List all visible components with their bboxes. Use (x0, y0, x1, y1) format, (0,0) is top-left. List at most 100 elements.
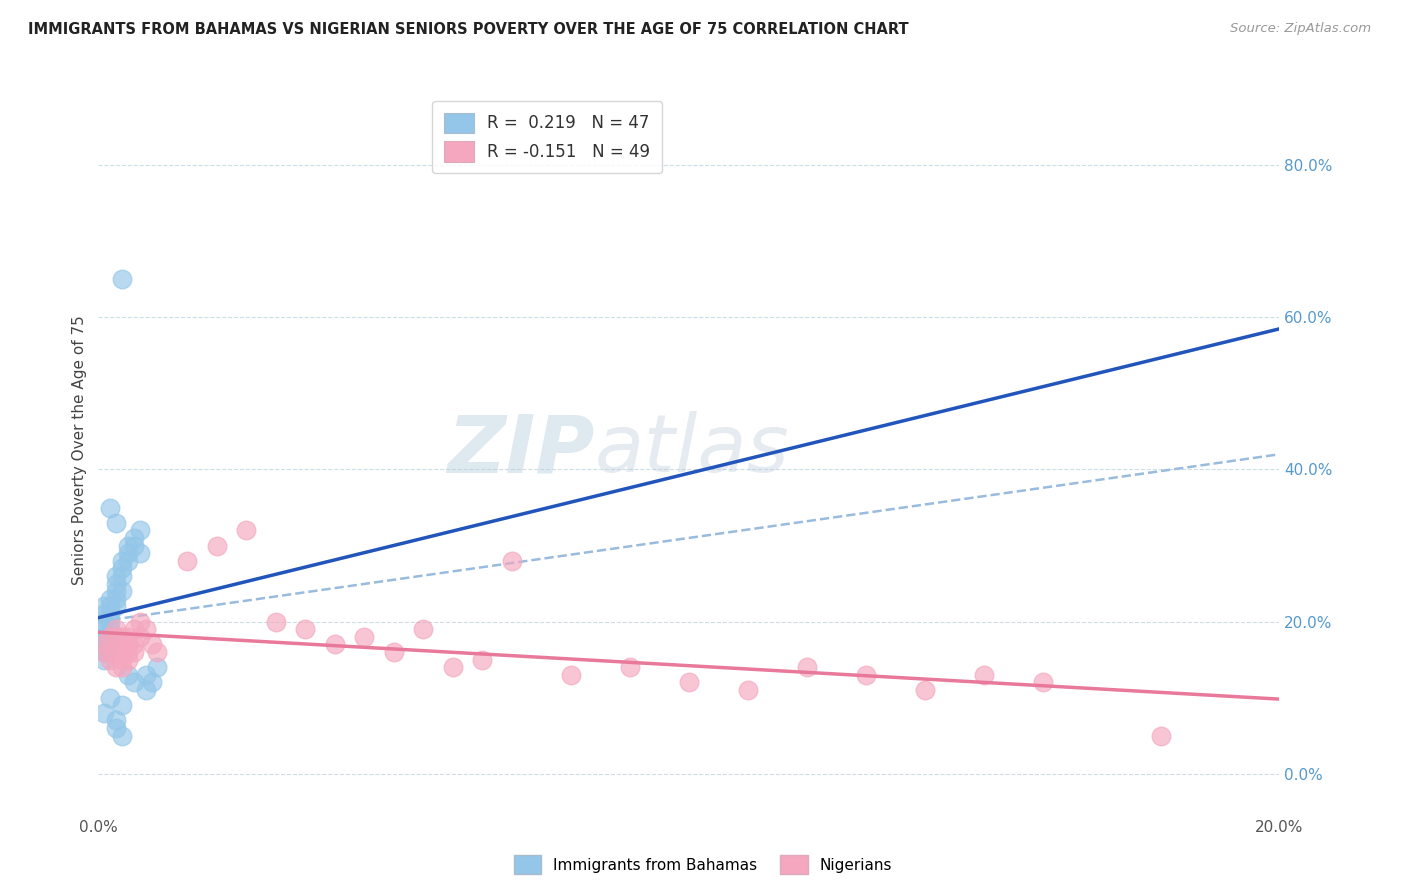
Legend: R =  0.219   N = 47, R = -0.151   N = 49: R = 0.219 N = 47, R = -0.151 N = 49 (433, 101, 662, 173)
Point (235, 524, 257, 538)
Text: Source: ZipAtlas.com: Source: ZipAtlas.com (1230, 22, 1371, 36)
Point (98, 599, 121, 614)
Point (105, 576, 128, 591)
Point (93, 599, 115, 614)
Point (353, 630, 375, 644)
Point (264, 615, 287, 629)
Point (501, 554, 523, 568)
Point (111, 698, 134, 713)
Point (111, 645, 134, 659)
Point (382, 645, 405, 659)
Point (146, 660, 169, 674)
Point (111, 660, 134, 674)
Point (1150, 729, 1173, 743)
Point (111, 637, 134, 651)
Point (973, 668, 995, 682)
Point (93, 607, 115, 621)
Point (93, 637, 115, 651)
Point (560, 668, 582, 682)
Point (117, 539, 139, 553)
Point (914, 683, 936, 698)
Point (93, 706, 115, 720)
Point (93, 622, 115, 636)
Point (117, 630, 139, 644)
Point (122, 539, 145, 553)
Point (111, 729, 134, 743)
Point (117, 668, 139, 682)
Point (98, 630, 121, 644)
Point (111, 652, 134, 666)
Point (93, 645, 115, 659)
Point (111, 561, 134, 575)
Point (93, 637, 115, 651)
Point (796, 660, 818, 674)
Point (98, 690, 121, 705)
Text: ZIP: ZIP (447, 411, 595, 490)
Point (122, 531, 145, 545)
Point (111, 630, 134, 644)
Point (128, 524, 150, 538)
Point (128, 615, 150, 629)
Point (98, 645, 121, 659)
Point (135, 622, 157, 636)
Point (323, 637, 346, 651)
Point (98, 500, 121, 515)
Y-axis label: Seniors Poverty Over the Age of 75: Seniors Poverty Over the Age of 75 (72, 316, 87, 585)
Point (105, 584, 128, 599)
Point (105, 622, 128, 636)
Point (105, 714, 128, 728)
Point (135, 683, 157, 698)
Point (441, 660, 464, 674)
Point (105, 721, 128, 735)
Point (111, 554, 134, 568)
Point (105, 660, 128, 674)
Point (122, 675, 145, 690)
Point (93, 615, 115, 629)
Point (141, 637, 163, 651)
Point (111, 272, 134, 286)
Point (117, 554, 139, 568)
Point (105, 569, 128, 583)
Point (619, 660, 641, 674)
Point (678, 675, 700, 690)
Point (93, 630, 115, 644)
Point (117, 546, 139, 560)
Point (98, 615, 121, 629)
Point (122, 637, 145, 651)
Point (128, 630, 150, 644)
Point (294, 622, 316, 636)
Point (98, 591, 121, 606)
Text: IMMIGRANTS FROM BAHAMAS VS NIGERIAN SENIORS POVERTY OVER THE AGE OF 75 CORRELATI: IMMIGRANTS FROM BAHAMAS VS NIGERIAN SENI… (28, 22, 908, 37)
Point (122, 645, 145, 659)
Point (98, 637, 121, 651)
Point (412, 622, 434, 636)
Point (176, 554, 198, 568)
Point (111, 645, 134, 659)
Point (855, 668, 877, 682)
Point (105, 630, 128, 644)
Point (111, 569, 134, 583)
Point (471, 652, 494, 666)
Point (117, 645, 139, 659)
Point (205, 539, 228, 553)
Point (111, 584, 134, 599)
Point (98, 607, 121, 621)
Point (1032, 675, 1054, 690)
Point (737, 683, 759, 698)
Point (105, 591, 128, 606)
Point (122, 622, 145, 636)
Point (117, 637, 139, 651)
Point (146, 645, 169, 659)
Legend: Immigrants from Bahamas, Nigerians: Immigrants from Bahamas, Nigerians (508, 849, 898, 880)
Point (105, 516, 128, 530)
Text: atlas: atlas (595, 411, 789, 490)
Point (141, 675, 163, 690)
Point (98, 630, 121, 644)
Point (93, 645, 115, 659)
Point (135, 668, 157, 682)
Point (93, 652, 115, 666)
Point (105, 599, 128, 614)
Point (105, 637, 128, 651)
Point (98, 622, 121, 636)
Point (98, 652, 121, 666)
